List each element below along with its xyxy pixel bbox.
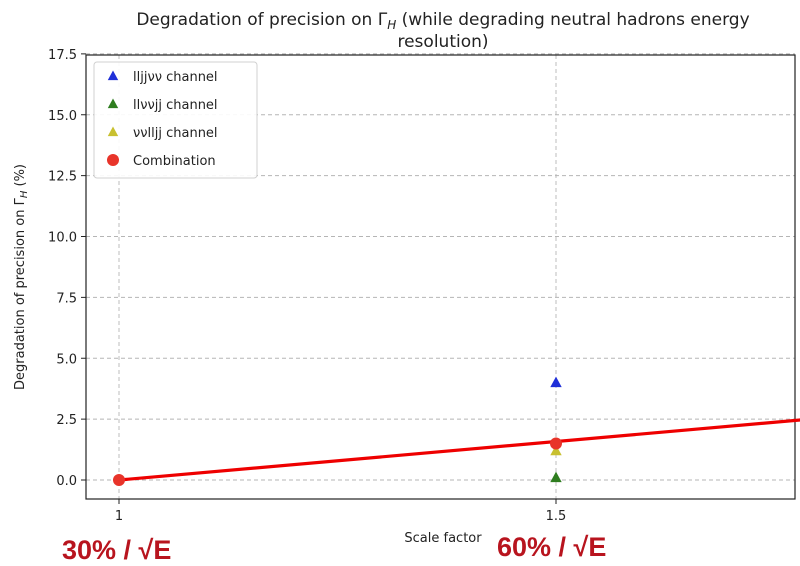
legend-label: lljjνν channel <box>133 70 218 85</box>
y-tick-label: 7.5 <box>56 291 77 306</box>
legend-marker-triangle <box>107 126 119 137</box>
fit-line-group <box>118 418 800 482</box>
x-axis: 11.522.5 <box>115 499 567 524</box>
y-tick-label: 17.5 <box>48 48 77 63</box>
annotation-30-percent: 30% / √E <box>62 535 172 565</box>
plot-frame <box>85 54 796 500</box>
y-tick-label: 10.0 <box>48 231 77 246</box>
series-2-point <box>550 471 562 483</box>
x-tick-label: 1.5 <box>546 509 567 524</box>
chart-title-line2: resolution) <box>397 32 488 52</box>
fit-line <box>118 418 800 482</box>
combination-point <box>550 437 562 450</box>
y-tick-label: 5.0 <box>56 352 77 367</box>
data-points <box>113 376 562 486</box>
legend-marker-circle <box>107 154 119 166</box>
y-axis-label: Degradation of precision on ΓH (%) <box>13 164 30 390</box>
y-tick-label: 12.5 <box>48 170 77 185</box>
x-tick-label: 1 <box>115 509 123 524</box>
legend-items: lljjνν channel llννjj channel ννlljj chann… <box>107 70 218 169</box>
legend-label: llννjj channel <box>133 98 218 113</box>
y-axis: 0.0 2.5 5.0 7.5 10.0 12.5 15.0 17.5 <box>48 48 86 489</box>
series-1-point <box>550 376 562 388</box>
legend-marker-triangle <box>107 70 119 81</box>
annotation-60-percent: 60% / √E <box>497 532 607 562</box>
y-tick-label: 2.5 <box>56 413 77 428</box>
legend-label: Combination <box>133 154 216 169</box>
y-tick-label: 0.0 <box>56 474 77 489</box>
legend-label: ννlljj channel <box>133 126 218 141</box>
chart-title-line1: Degradation of precision on ΓH (while de… <box>136 10 749 32</box>
x-axis-label: Scale factor <box>404 531 482 546</box>
y-tick-label: 15.0 <box>48 109 77 124</box>
series-3-point <box>550 444 562 456</box>
legend-box <box>93 61 258 179</box>
legend: lljjνν channel llννjj channel ννlljj chann… <box>93 61 258 179</box>
combination-point <box>113 474 125 486</box>
legend-marker-triangle <box>107 98 119 109</box>
